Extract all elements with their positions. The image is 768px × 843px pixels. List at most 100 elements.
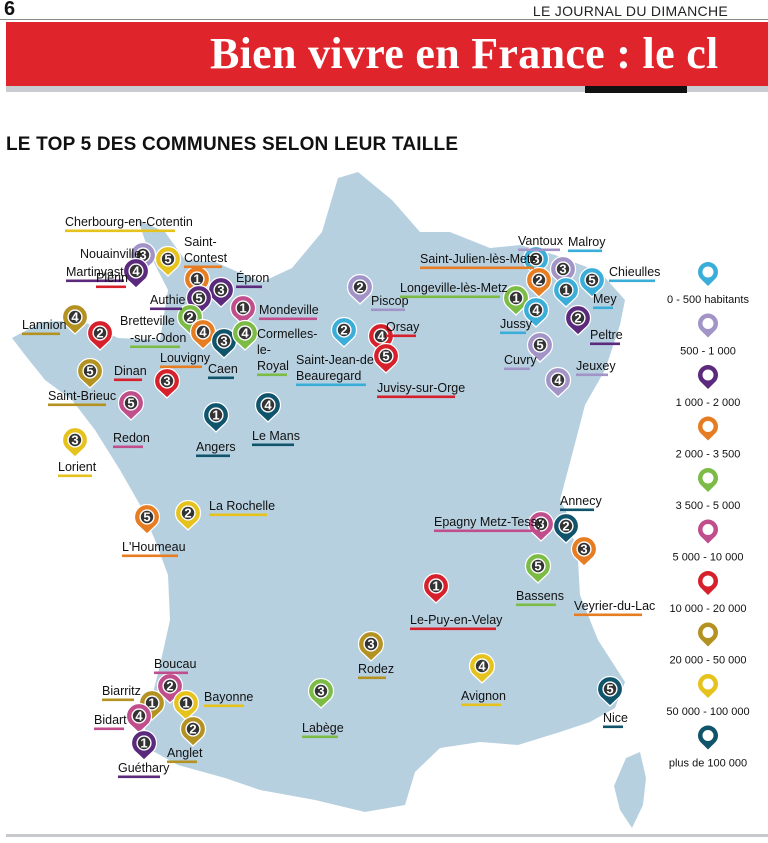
town-underline: [208, 376, 234, 380]
town-name: Veyrier-du-Lac: [574, 599, 655, 613]
map-pin[interactable]: 1: [172, 689, 200, 721]
map-pin[interactable]: 4: [522, 296, 550, 328]
town-name: La Rochelle: [209, 499, 275, 513]
town-name: Cuvry: [504, 353, 537, 367]
map-pin[interactable]: 3: [570, 535, 598, 567]
legend-label: 10 000 - 20 000: [669, 603, 746, 615]
map-pin[interactable]: 5: [578, 266, 606, 298]
town-name: Bidart: [94, 713, 127, 727]
banner-shadow: [6, 86, 768, 92]
town-name: Piscop: [371, 294, 409, 308]
town-label: Labège: [302, 721, 344, 739]
legend-label: 2 000 - 3 500: [676, 449, 741, 461]
map-pin[interactable]: 5: [526, 331, 554, 363]
town-underline: [160, 365, 202, 369]
pin-badge: [136, 248, 150, 262]
map-pin[interactable]: 1: [552, 276, 580, 308]
town-underline: [66, 279, 124, 283]
town-underline: [568, 249, 602, 253]
pin-badge: [236, 301, 250, 315]
map-pin[interactable]: 1: [502, 284, 530, 316]
pin-badge: [124, 396, 138, 410]
town-label: Cuvry: [504, 353, 537, 371]
map-pin[interactable]: 1: [202, 401, 230, 433]
legend-pin-center: [702, 730, 714, 741]
map-pin[interactable]: 3: [153, 367, 181, 399]
pin-badge: [379, 349, 393, 363]
map-pin[interactable]: 2: [86, 319, 114, 351]
map-pin[interactable]: 4: [189, 318, 217, 350]
map-pin[interactable]: 5: [596, 675, 624, 707]
legend-pin-center: [702, 524, 714, 535]
pin-badge: [534, 517, 548, 531]
map-pin[interactable]: 2: [330, 316, 358, 348]
town-underline: [167, 760, 197, 764]
pin-rank: 5: [86, 364, 93, 379]
pin-badge: [196, 325, 210, 339]
map-pin[interactable]: 1: [229, 294, 257, 326]
map-pin[interactable]: 1: [130, 729, 158, 761]
legend-label: 0 - 500 habitants: [667, 294, 749, 306]
town-name: Mondeville: [259, 303, 319, 317]
pin-badge: [93, 326, 107, 340]
legend-item: 1 000 - 2 000: [676, 365, 740, 409]
map-pin[interactable]: 3: [207, 276, 235, 308]
town-label: le-: [257, 343, 271, 357]
map-pin[interactable]: 3: [527, 510, 555, 542]
town-name: Jussy: [500, 317, 533, 331]
town-label: Redon: [113, 431, 150, 449]
town-name: Cherbourg-en-Cotentin: [65, 215, 193, 229]
pin-rank: 5: [195, 291, 202, 306]
map-pin[interactable]: 4: [544, 366, 572, 398]
town-label: Jeuxey: [576, 359, 616, 377]
town-name: Juvisy-sur-Orge: [377, 381, 465, 395]
pin-badge: [475, 659, 489, 673]
town-label: Saint-Jean-de: [296, 353, 374, 367]
town-name: le-: [257, 343, 271, 357]
map-pin[interactable]: 5: [133, 503, 161, 535]
town-underline: [377, 395, 455, 399]
map-pin[interactable]: 4: [122, 257, 150, 289]
page-number: 6: [4, 0, 16, 20]
map-pin[interactable]: 5: [154, 245, 182, 277]
map-pin[interactable]: 5: [117, 389, 145, 421]
map-pin[interactable]: 2: [179, 715, 207, 747]
map-pin[interactable]: 4: [254, 391, 282, 423]
map-pin[interactable]: 3: [61, 426, 89, 458]
pin-rank: 5: [534, 559, 541, 574]
map-pin[interactable]: 2: [552, 512, 580, 544]
map-pin[interactable]: 3: [307, 677, 335, 709]
pin-badge: [238, 326, 252, 340]
map-pin[interactable]: 4: [231, 319, 259, 351]
pin-rank: 4: [377, 329, 385, 344]
pin-rank: 3: [217, 283, 224, 298]
town-underline: [504, 367, 530, 371]
map-pin[interactable]: 5: [372, 342, 400, 374]
town-name: Saint-Julien-lès-Metz: [420, 252, 537, 266]
town-name: Lorient: [58, 460, 97, 474]
map-pin[interactable]: 4: [367, 322, 395, 354]
map-pin[interactable]: 2: [564, 304, 592, 336]
map-pin[interactable]: 2: [174, 499, 202, 531]
town-label: Le Mans: [252, 429, 300, 447]
map-pin[interactable]: 2: [346, 273, 374, 305]
town-name: Rodez: [358, 662, 394, 676]
map-pin[interactable]: 5: [524, 552, 552, 584]
map-pin[interactable]: 3: [357, 630, 385, 662]
pin-badge: [179, 696, 193, 710]
map-pin[interactable]: 4: [61, 303, 89, 335]
map-pin[interactable]: 2: [525, 266, 553, 298]
town-underline: [358, 676, 386, 680]
map-pin[interactable]: 3: [210, 327, 238, 359]
pin-badge: [529, 252, 543, 266]
town-label: Saint-: [184, 235, 217, 249]
map-pin[interactable]: 4: [468, 652, 496, 684]
town-name: Lannion: [22, 318, 67, 332]
town-label: Le-Puy-en-Velay: [410, 613, 503, 631]
town-underline: [122, 554, 178, 558]
map-pin[interactable]: 4: [125, 702, 153, 734]
corsica: [614, 752, 646, 828]
map-pin[interactable]: 1: [422, 572, 450, 604]
map-pin[interactable]: 5: [76, 357, 104, 389]
pin-rank: 1: [562, 283, 569, 298]
